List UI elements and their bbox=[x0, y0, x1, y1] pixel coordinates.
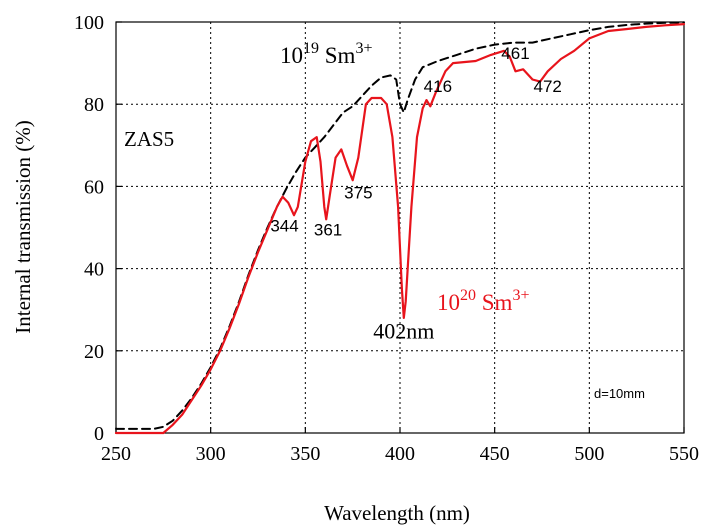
series-label-1019: 1019 Sm3+ bbox=[280, 40, 372, 68]
x-tick-label-550: 550 bbox=[669, 443, 699, 465]
series-label-1019-charge: 3+ bbox=[355, 40, 372, 57]
series-label-1019-ion: Sm bbox=[319, 43, 356, 68]
series-line-1e20 bbox=[114, 23, 686, 435]
peak-label-472: 472 bbox=[533, 77, 561, 96]
y-tick-label-0: 0 bbox=[94, 423, 104, 445]
peak-label-416: 416 bbox=[424, 77, 452, 96]
y-tick-label-80: 80 bbox=[84, 94, 104, 116]
thickness-note: d=10mm bbox=[594, 386, 645, 401]
y-tick-label-100: 100 bbox=[74, 12, 104, 34]
y-axis-label: Internal transmission (%) bbox=[11, 120, 35, 333]
peak-label-361: 361 bbox=[314, 221, 342, 240]
y-tick-label-40: 40 bbox=[84, 259, 104, 281]
x-tick-label-450: 450 bbox=[480, 443, 510, 465]
series-label-1020-base: 10 bbox=[437, 290, 460, 315]
series-label-1020-ion: Sm bbox=[476, 290, 513, 315]
x-tick-label-300: 300 bbox=[196, 443, 226, 465]
series-label-1020-charge: 3+ bbox=[512, 287, 529, 304]
y-tick-label-20: 20 bbox=[84, 341, 104, 363]
series-label-1019-exp: 19 bbox=[303, 40, 319, 57]
y-tick-label-60: 60 bbox=[84, 176, 104, 198]
x-tick-label-250: 250 bbox=[101, 443, 131, 465]
peak-label-344: 344 bbox=[270, 217, 298, 236]
series-label-1020: 1020 Sm3+ bbox=[437, 287, 529, 315]
sample-label: ZAS5 bbox=[124, 127, 174, 151]
series-label-1020-exp: 20 bbox=[460, 287, 476, 304]
peak-label-375: 375 bbox=[344, 184, 372, 203]
x-tick-label-400: 400 bbox=[385, 443, 415, 465]
series-lines bbox=[114, 21, 686, 435]
series-label-1019-base: 10 bbox=[280, 43, 303, 68]
x-tick-label-350: 350 bbox=[290, 443, 320, 465]
axis-ticks: 250 300 350 400 450 500 550 0 20 40 60 80 100 bbox=[74, 12, 699, 465]
peak-label-461: 461 bbox=[501, 44, 529, 63]
x-tick-label-500: 500 bbox=[574, 443, 604, 465]
peak-label-402nm: 402nm bbox=[373, 318, 434, 343]
x-axis-label: Wavelength (nm) bbox=[324, 501, 470, 525]
